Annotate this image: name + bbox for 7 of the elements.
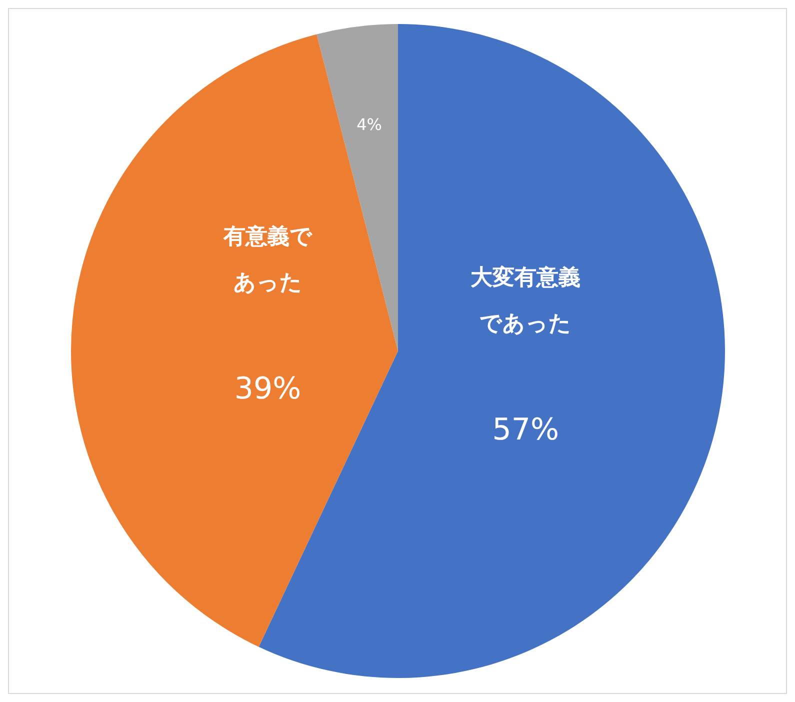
pie-slice — [316, 24, 398, 351]
slice-label: 大変有意義であった — [470, 264, 581, 337]
pie-slice — [71, 34, 398, 647]
data-label: 4% — [356, 114, 382, 134]
data-label: 39% — [234, 372, 302, 407]
data-label: 57% — [492, 412, 559, 448]
slice-label: 有意義であった — [222, 224, 312, 296]
